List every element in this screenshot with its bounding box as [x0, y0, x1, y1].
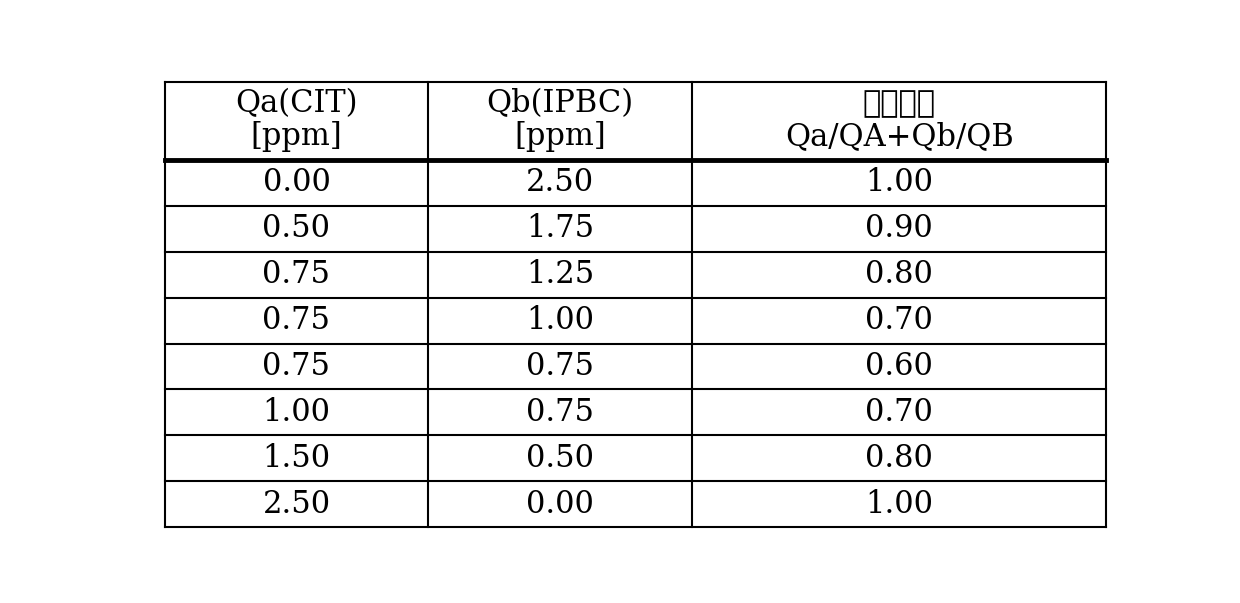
Text: 1.00: 1.00 — [263, 397, 330, 428]
Text: 2.50: 2.50 — [263, 489, 331, 520]
Text: 0.50: 0.50 — [263, 213, 330, 244]
Text: 1.00: 1.00 — [866, 489, 934, 520]
Text: 0.80: 0.80 — [866, 443, 934, 474]
Text: 1.75: 1.75 — [526, 213, 594, 244]
Text: 2.50: 2.50 — [526, 167, 594, 198]
Text: 0.70: 0.70 — [866, 397, 934, 428]
Text: 1.00: 1.00 — [526, 305, 594, 336]
Text: 协同系数: 协同系数 — [863, 88, 936, 119]
Text: 0.75: 0.75 — [526, 351, 594, 382]
Text: 1.25: 1.25 — [526, 259, 594, 290]
Text: 0.90: 0.90 — [866, 213, 932, 244]
Text: 0.75: 0.75 — [526, 397, 594, 428]
Text: Qb(IPBC): Qb(IPBC) — [486, 88, 634, 119]
Text: 0.75: 0.75 — [263, 305, 330, 336]
Text: 0.75: 0.75 — [263, 259, 330, 290]
Text: 0.80: 0.80 — [866, 259, 934, 290]
Text: [ppm]: [ppm] — [515, 121, 606, 152]
Text: 0.00: 0.00 — [526, 489, 594, 520]
Text: 1.00: 1.00 — [866, 167, 934, 198]
Text: 0.50: 0.50 — [526, 443, 594, 474]
Text: 0.75: 0.75 — [263, 351, 330, 382]
Text: 1.50: 1.50 — [263, 443, 331, 474]
Text: 0.00: 0.00 — [263, 167, 330, 198]
Text: [ppm]: [ppm] — [250, 121, 342, 152]
Text: Qa(CIT): Qa(CIT) — [236, 88, 357, 119]
Text: 0.60: 0.60 — [866, 351, 934, 382]
Text: Qa/QA+Qb/QB: Qa/QA+Qb/QB — [785, 121, 1013, 152]
Text: 0.70: 0.70 — [866, 305, 934, 336]
